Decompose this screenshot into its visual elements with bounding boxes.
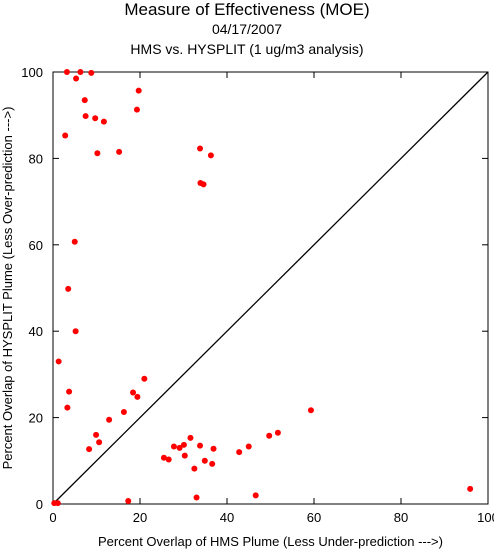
data-point — [82, 113, 89, 120]
data-point — [197, 442, 204, 449]
data-point — [180, 441, 187, 448]
y-tick-label: 60 — [29, 238, 43, 253]
data-point — [116, 148, 123, 155]
data-point — [191, 465, 198, 472]
data-point — [72, 328, 79, 335]
x-tick-label: 0 — [49, 510, 56, 525]
data-point — [165, 456, 172, 463]
data-point — [170, 443, 177, 450]
data-point — [200, 181, 207, 188]
data-point — [467, 485, 474, 492]
data-point — [62, 132, 69, 139]
data-point — [207, 152, 214, 159]
data-point — [160, 454, 167, 461]
y-tick-label: 100 — [21, 65, 43, 80]
data-point — [92, 115, 99, 122]
data-point — [176, 444, 183, 451]
data-point — [187, 434, 194, 441]
data-point — [63, 69, 70, 75]
data-point — [130, 389, 137, 396]
x-tick-label: 100 — [477, 510, 494, 525]
data-point — [197, 145, 204, 152]
y-tick-label: 0 — [36, 497, 43, 512]
data-point — [266, 432, 273, 439]
x-tick-label: 60 — [307, 510, 321, 525]
data-point — [245, 443, 252, 450]
y-tick-label: 80 — [29, 151, 43, 166]
data-point — [71, 238, 78, 245]
data-point — [125, 497, 132, 504]
chart-date: 04/17/2007 — [211, 21, 283, 37]
data-point — [66, 388, 73, 395]
data-point — [120, 408, 127, 415]
data-point — [106, 416, 113, 423]
data-point — [252, 492, 259, 499]
data-point — [88, 69, 95, 76]
data-point — [133, 106, 140, 113]
data-point — [54, 500, 61, 507]
data-point — [55, 358, 62, 365]
plot-frame — [52, 71, 489, 505]
data-point — [73, 75, 80, 82]
data-point — [181, 452, 188, 459]
y-tick-label: 40 — [29, 324, 43, 339]
data-point — [93, 431, 100, 438]
data-point — [307, 407, 314, 414]
data-point — [135, 87, 142, 94]
data-point — [141, 375, 148, 382]
x-axis-label: Percent Overlap of HMS Plume (Less Under… — [98, 534, 443, 549]
chart-title: Measure of Effectiveness (MOE) — [124, 0, 370, 19]
x-tick-label: 80 — [394, 510, 408, 525]
data-point — [210, 445, 217, 452]
reference-line-y-equals-x — [52, 71, 489, 505]
x-axis-ticks: 0 20 40 60 80 100 — [49, 72, 494, 525]
data-point — [274, 429, 281, 436]
data-point — [86, 446, 93, 453]
data-points — [51, 69, 474, 507]
data-point — [81, 97, 88, 104]
data-point — [236, 449, 243, 456]
y-axis-label: Percent Overlap of HYSPLIT Plume (Less O… — [0, 107, 15, 470]
data-point — [201, 457, 208, 464]
data-point — [94, 150, 101, 157]
data-point — [193, 494, 200, 501]
data-point — [96, 439, 103, 446]
data-point — [100, 118, 107, 125]
x-tick-label: 40 — [220, 510, 234, 525]
data-point — [209, 460, 216, 467]
chart-subtitle: HMS vs. HYSPLIT (1 ug/m3 analysis) — [130, 41, 364, 57]
y-tick-label: 20 — [29, 411, 43, 426]
data-point — [77, 69, 84, 75]
data-point — [64, 404, 71, 411]
data-point — [134, 393, 141, 400]
data-point — [65, 285, 72, 292]
y-axis-ticks: 0 20 40 60 80 100 — [21, 65, 488, 512]
x-tick-label: 20 — [133, 510, 147, 525]
